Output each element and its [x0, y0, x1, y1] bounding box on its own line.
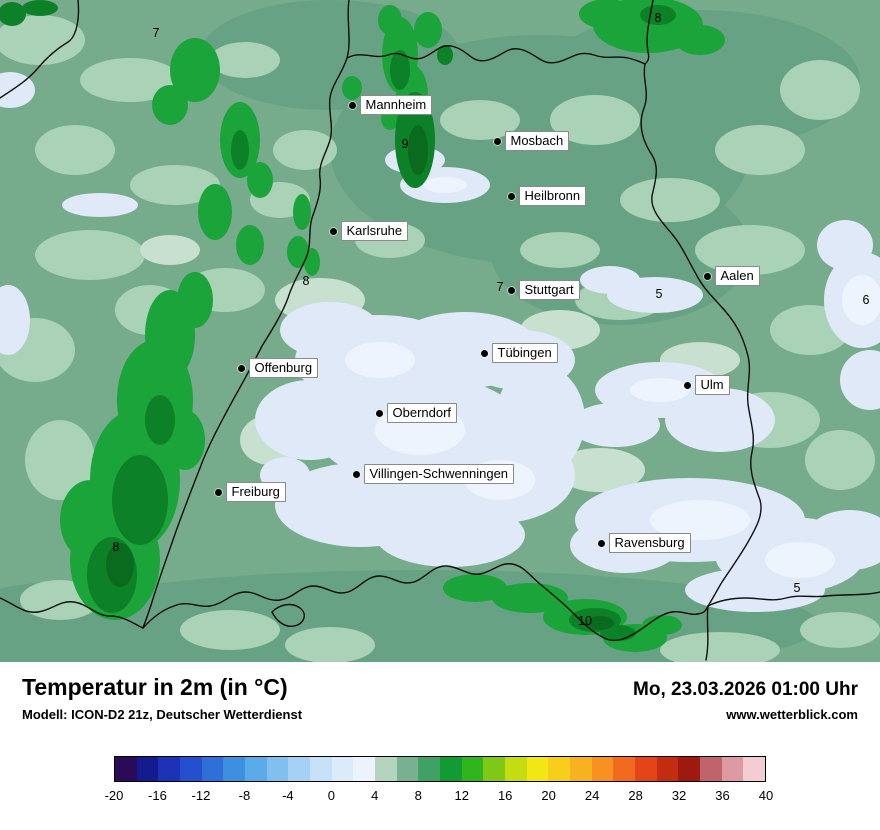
legend-color-cell	[548, 757, 571, 781]
legend-tick-label: 12	[454, 788, 469, 803]
map-area: 7 8 9 8 7 5 6 8 5 10 Mannheim Mosbach Heilbronn Karl…	[0, 0, 880, 662]
legend-ticks: -20 -16 -12 -8 -4 0 4 8 12 16 20 24 28 32 36 40	[105, 788, 774, 808]
website-link: www.wetterblick.com	[726, 707, 858, 722]
legend-tick-label: -8	[238, 788, 251, 803]
legend-color-cell	[461, 757, 484, 781]
legend-color-cell	[656, 757, 679, 781]
legend-tick-label: 20	[541, 788, 556, 803]
legend-color-cell	[180, 757, 202, 781]
footer-meta-row: Modell: ICON-D2 21z, Deutscher Wetterdie…	[22, 707, 858, 722]
legend-color-cell	[678, 757, 701, 781]
map-footer: Temperatur in 2m (in °C) Mo, 23.03.2026 …	[0, 662, 880, 830]
legend-color-cell	[418, 757, 441, 781]
legend-color-cell	[591, 757, 614, 781]
legend-color-cell	[201, 757, 224, 781]
legend-colorbar	[114, 756, 766, 782]
legend-tick-label: 28	[628, 788, 643, 803]
temperature-map	[0, 0, 880, 662]
legend-tick-label: -4	[282, 788, 294, 803]
legend-color-cell	[245, 757, 267, 781]
legend-tick-label: -16	[148, 788, 167, 803]
legend-color-cell	[396, 757, 419, 781]
legend-tick-label: 0	[327, 788, 335, 803]
legend-color-cell	[310, 757, 332, 781]
legend-color-cell	[331, 757, 354, 781]
legend-tick-label: 24	[584, 788, 600, 803]
legend-tick-label: 8	[414, 788, 422, 803]
temperature-legend: -20 -16 -12 -8 -4 0 4 8 12 16 20 24 28 32 36 40	[22, 756, 858, 826]
legend-tick-label: 4	[371, 788, 379, 803]
legend-color-cell	[136, 757, 159, 781]
legend-tick-label: 32	[671, 788, 687, 803]
legend-color-cell	[158, 757, 181, 781]
forecast-datetime: Mo, 23.03.2026 01:00 Uhr	[633, 679, 858, 700]
legend-color-cell	[266, 757, 289, 781]
page-title: Temperatur in 2m (in °C)	[22, 674, 288, 700]
legend-tick-label: -20	[104, 788, 124, 803]
legend-color-cell	[635, 757, 657, 781]
legend-color-cell	[700, 757, 722, 781]
legend-tick-label: 16	[497, 788, 513, 803]
legend-color-cell	[721, 757, 744, 781]
legend-color-cell	[223, 757, 246, 781]
legend-tick-label: 40	[758, 788, 774, 803]
legend-color-cell	[483, 757, 506, 781]
legend-color-cell	[505, 757, 527, 781]
legend-color-cell	[115, 757, 137, 781]
model-info: Modell: ICON-D2 21z, Deutscher Wetterdie…	[22, 707, 303, 722]
legend-tick-label: -12	[191, 788, 211, 803]
legend-color-cell	[440, 757, 462, 781]
legend-color-cell	[353, 757, 376, 781]
legend-color-cell	[613, 757, 636, 781]
legend-color-cell	[526, 757, 549, 781]
legend-color-cell	[375, 757, 397, 781]
legend-tick-label: 36	[715, 788, 730, 803]
legend-color-cell	[288, 757, 311, 781]
legend-color-cell	[743, 757, 766, 781]
legend-color-cell	[570, 757, 592, 781]
footer-title-row: Temperatur in 2m (in °C) Mo, 23.03.2026 …	[22, 674, 858, 701]
